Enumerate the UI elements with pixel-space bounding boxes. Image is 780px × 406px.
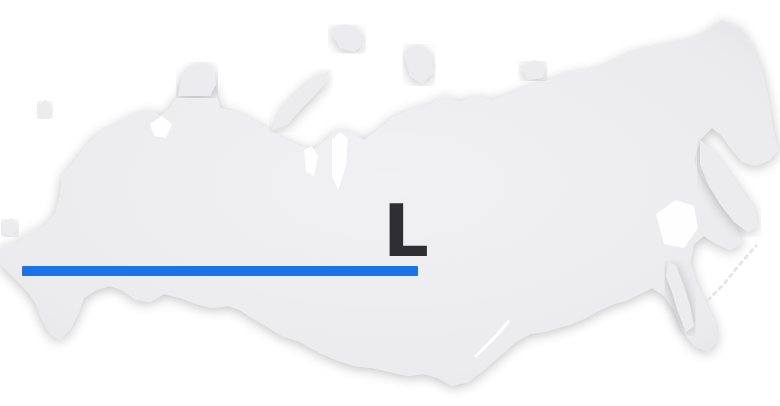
kamchatka-shape bbox=[700, 140, 758, 232]
arctic-islands-shape bbox=[330, 24, 364, 52]
marker-bar bbox=[22, 266, 418, 276]
kaliningrad-shape bbox=[2, 218, 18, 236]
mainland-shape bbox=[0, 20, 778, 386]
novaya-zemlya-shape bbox=[272, 70, 330, 130]
new-siberian-islands-shape bbox=[520, 60, 546, 80]
severnaya-zemlya-shape bbox=[404, 44, 434, 84]
white-sea-inlet bbox=[150, 116, 172, 138]
marker-letter: L bbox=[383, 189, 429, 273]
sakhalin-shape bbox=[666, 262, 694, 332]
nw-islet-shape bbox=[38, 100, 52, 118]
yenisei-gulf-inlet bbox=[332, 132, 348, 190]
ob-gulf-inlet bbox=[304, 146, 318, 176]
lake-baikal-shape bbox=[474, 320, 510, 358]
kuril-islands-shape bbox=[706, 244, 758, 302]
okhotsk-sea-inlet bbox=[656, 200, 698, 248]
kola-peninsula-shape bbox=[178, 62, 216, 96]
